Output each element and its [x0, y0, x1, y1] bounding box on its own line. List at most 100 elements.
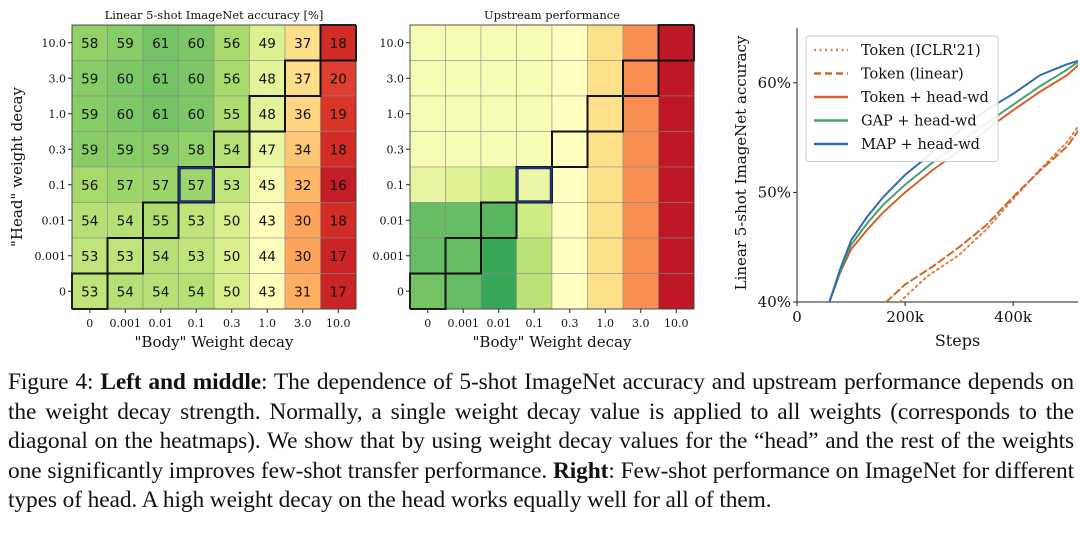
heatmap-cell [587, 24, 624, 61]
cell-value: 60 [188, 71, 205, 87]
x-tick-label: 0 [792, 308, 802, 326]
heatmap-cell [284, 131, 321, 168]
x-tick-label: 0.1 [188, 317, 206, 330]
x-axis-label: "Body" Weight decay [135, 333, 294, 351]
y-axis-label: "Head" weight decay [8, 87, 26, 247]
heatmap-cell [178, 95, 215, 132]
series-line [898, 125, 1078, 302]
heatmap-cell [213, 202, 250, 239]
y-tick-label: 0.1 [49, 179, 67, 192]
heatmap-cell [71, 24, 108, 61]
heatmap-cell [480, 24, 517, 61]
heatmap-cell [516, 131, 553, 168]
heatmap-cell [658, 202, 695, 239]
cell-value: 53 [81, 284, 98, 300]
cell-value: 59 [81, 142, 98, 158]
legend-label: Token (linear) [861, 67, 964, 83]
x-tick-label: 0.01 [149, 317, 174, 330]
x-tick-label: 0.3 [223, 317, 241, 330]
cell-value: 60 [188, 107, 205, 123]
heatmap-cell [107, 60, 144, 97]
cell-value: 60 [117, 107, 134, 123]
heatmap-cell [178, 24, 215, 61]
heatmap-cell [551, 237, 588, 274]
cell-value: 53 [188, 249, 205, 265]
heatmap-cell [622, 60, 659, 97]
heatmap-cell [658, 131, 695, 168]
cell-value: 54 [152, 249, 169, 265]
y-tick-label: 1.0 [387, 108, 405, 121]
heatmap-cell [551, 273, 588, 310]
x-tick-label: 0.1 [526, 317, 544, 330]
heatmap-cell [409, 202, 446, 239]
upstream-heatmap: Upstream performance 10.0 3.0 1.0 0.3 0.1 0.01… [373, 8, 695, 351]
heatmap-cell [249, 24, 286, 61]
heatmap-cell [409, 60, 446, 97]
x-tick-label: 10.0 [664, 317, 689, 330]
heatmap-cell [622, 237, 659, 274]
y-tick-label: 0.01 [380, 214, 405, 227]
heatmap-cell [409, 273, 446, 310]
heatmap-cell [622, 166, 659, 203]
heatmap-cell [445, 24, 482, 61]
cell-value: 47 [259, 142, 276, 158]
heatmap-cell [551, 202, 588, 239]
heatmap-cell [551, 166, 588, 203]
cell-value: 48 [259, 71, 276, 87]
heatmap-cell [178, 166, 215, 203]
caption-bold-right: Right [552, 457, 609, 484]
cell-value: 54 [81, 213, 98, 229]
heatmap-cell [249, 166, 286, 203]
highlighted-cell [516, 166, 553, 203]
series-line [828, 64, 1078, 302]
caption-bold-left-middle: Left and middle [100, 369, 261, 395]
heatmap-cell [107, 237, 144, 274]
heatmap-cell [480, 273, 517, 310]
cell-value: 36 [294, 107, 311, 123]
heatmap-cell [658, 95, 695, 132]
heatmap-cell [445, 273, 482, 310]
y-axis-label: Linear 5-shot ImageNet accuracy [732, 35, 750, 290]
cell-value: 43 [259, 213, 276, 229]
cell-value: 43 [259, 284, 276, 300]
y-tick-label: 60% [758, 74, 791, 92]
y-tick-label: 10.0 [380, 37, 405, 50]
cell-value: 18 [330, 213, 347, 229]
cell-value: 61 [152, 107, 169, 123]
heatmap-cell [409, 95, 446, 132]
x-tick-label: 0 [424, 317, 431, 330]
cell-value: 55 [152, 213, 169, 229]
heatmap-cell [658, 60, 695, 97]
heatmap-cell [587, 202, 624, 239]
highlighted-cell [178, 166, 215, 203]
cell-value: 53 [223, 178, 240, 194]
cell-value: 44 [259, 249, 276, 265]
heatmap-cell [622, 273, 659, 310]
cell-value: 45 [259, 178, 276, 194]
heatmap-cell [480, 131, 517, 168]
heatmap-cell [480, 237, 517, 274]
cell-value: 30 [294, 213, 311, 229]
cell-value: 57 [188, 178, 205, 194]
heatmap-cell [284, 95, 321, 132]
legend-label: MAP + head-wd [861, 137, 980, 153]
heatmap-cell [587, 60, 624, 97]
heatmap-cell [71, 131, 108, 168]
heatmap-cell [284, 166, 321, 203]
cell-value: 60 [188, 36, 205, 52]
heatmap-cell [320, 273, 357, 310]
heatmap-cell [480, 202, 517, 239]
cell-value: 49 [259, 36, 276, 52]
heatmap-cell [622, 131, 659, 168]
cell-value: 54 [117, 284, 134, 300]
y-tick-label: 40% [758, 293, 791, 311]
y-tick-label: 0.001 [373, 250, 405, 263]
x-tick-label: 400k [994, 308, 1033, 326]
heatmap-cell [551, 131, 588, 168]
heatmap-cell [320, 166, 357, 203]
cell-value: 53 [81, 249, 98, 265]
heatmap-cell [142, 273, 179, 310]
heatmap-cell [409, 131, 446, 168]
cell-value: 58 [188, 142, 205, 158]
figure-4: Linear 5-shot ImageNet accuracy [%] 58 59 6… [8, 8, 1078, 351]
